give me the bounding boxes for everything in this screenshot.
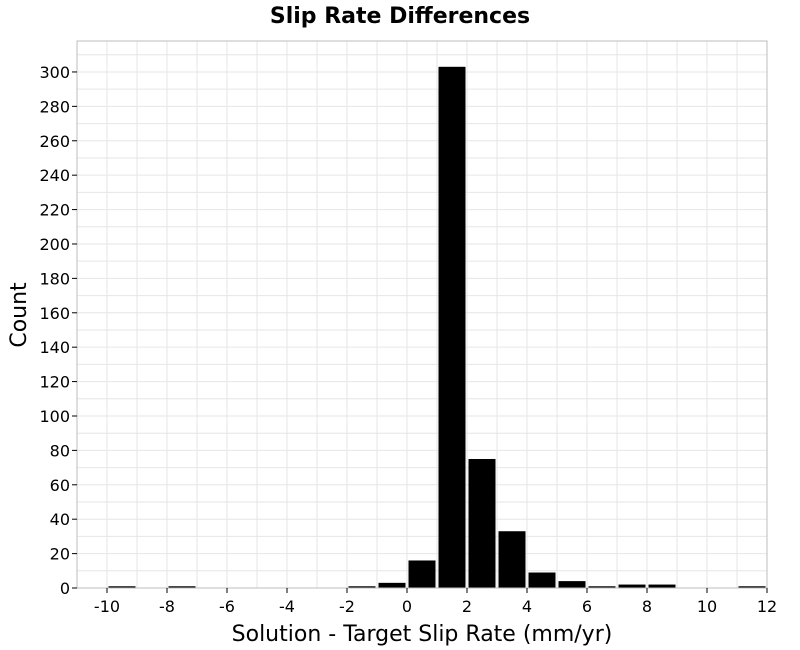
x-tick-label: 4 [522,597,532,616]
y-tick-label: 20 [50,545,70,564]
histogram-bar [108,586,136,588]
y-tick-label: 220 [39,201,70,220]
histogram-bar [558,581,586,588]
y-tick-label: 140 [39,338,70,357]
plot-frame [76,40,768,589]
y-tick-label: 260 [39,132,70,151]
y-tick-label: 160 [39,304,70,323]
x-tick-label: 2 [462,597,472,616]
x-tick-label: 6 [582,597,592,616]
histogram-bar [378,582,406,588]
x-tick-label: -2 [339,597,355,616]
y-tick-label: 240 [39,166,70,185]
histogram-bar [408,560,436,588]
x-tick-label: 12 [757,597,777,616]
x-axis-label: Solution - Target Slip Rate (mm/yr) [232,622,613,647]
x-tick-label: 0 [402,597,412,616]
histogram-bar [618,584,646,588]
histogram-bar [498,531,526,588]
y-tick-label: 120 [39,373,70,392]
histogram-bar [528,572,556,588]
histogram-bar [588,586,616,588]
histogram-bar [348,586,376,588]
x-tick-label: 10 [697,597,717,616]
y-tick-label: 300 [39,63,70,82]
y-tick-label: 0 [60,579,70,598]
y-tick-label: 60 [50,476,70,495]
x-tick-label: -6 [219,597,235,616]
y-tick-label: 100 [39,407,70,426]
y-tick-label: 180 [39,269,70,288]
y-tick-label: 280 [39,97,70,116]
x-tick-label: -10 [94,597,120,616]
chart-title: Slip Rate Differences [270,4,530,29]
x-tick-label: -8 [159,597,175,616]
x-tick-label: -4 [279,597,295,616]
x-axis-ticks: -10 -8 -6 -4 -2 0 2 4 6 8 10 12 [94,588,777,616]
grid-lines [76,41,768,589]
y-tick-label: 80 [50,441,70,460]
y-axis-label: Count [7,282,32,348]
y-tick-label: 200 [39,235,70,254]
histogram-bar [738,586,766,588]
y-tick-label: 40 [50,510,70,529]
histogram-bar [648,584,676,588]
histogram-bar [468,458,496,588]
x-tick-label: 8 [642,597,652,616]
histogram-bar [438,66,466,589]
bars [108,66,766,589]
histogram-bar [168,586,196,588]
y-axis-ticks: 0 20 40 60 80 100 120 140 160 180 200 220 240 260 280 3… [39,63,77,598]
